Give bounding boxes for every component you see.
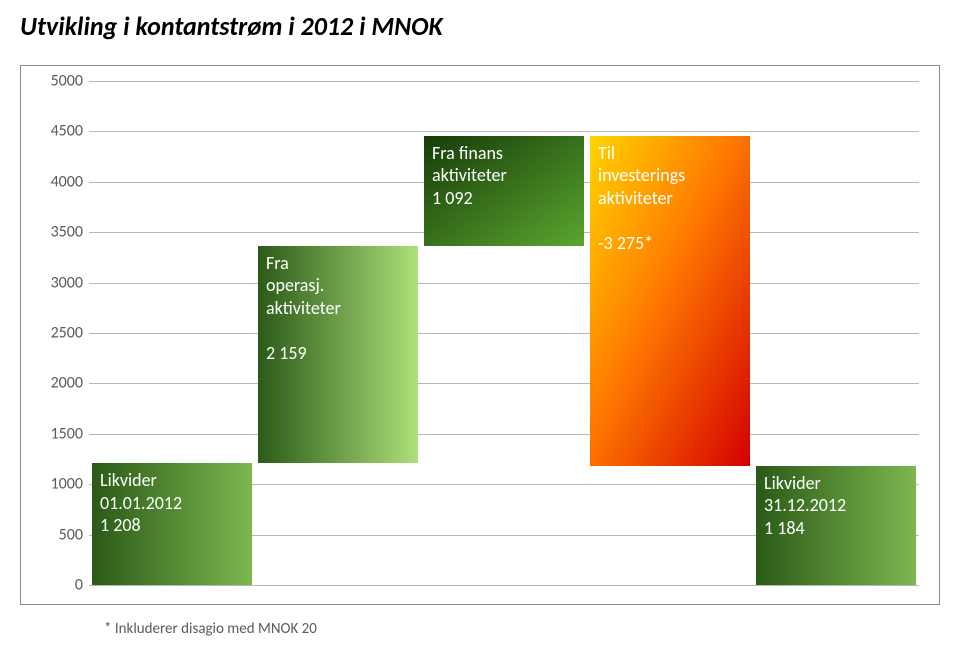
y-tick-label: 2000 (51, 374, 83, 393)
gridline (89, 283, 919, 284)
gridline (89, 131, 919, 132)
y-axis-labels: 0500100015002000250030003500400045005000 (21, 81, 83, 585)
y-tick-label: 3000 (51, 273, 83, 292)
bar-label-likvider-end: Likvider31.12.20121 184 (764, 472, 912, 540)
y-tick-label: 3500 (51, 223, 83, 242)
footnote: * Inkluderer disagio med MNOK 20 (104, 620, 317, 638)
page-title: Utvikling i kontantstrøm i 2012 i MNOK (20, 10, 443, 42)
bar-label-fra-operasj: Fraoperasj.aktiviteter 2 159 (266, 252, 414, 365)
gridline (89, 81, 919, 82)
y-tick-label: 4000 (51, 172, 83, 191)
y-tick-label: 1500 (51, 424, 83, 443)
chart-container: 0 500 1000 1500 2000 2500 3000 3500 4000 4500 5000… (20, 65, 940, 605)
y-tick-label: 5000 (51, 72, 83, 91)
gridline (89, 333, 919, 334)
gridline (89, 585, 919, 586)
gridline (89, 434, 919, 435)
y-tick-label: 2500 (51, 324, 83, 343)
plot-area: Likvider01.01.20121 208 Fraoperasj.aktivi… (89, 81, 919, 585)
y-tick-label: 1000 (51, 475, 83, 494)
bar-label-likvider-start: Likvider01.01.20121 208 (100, 469, 248, 537)
y-tick-label: 500 (59, 525, 83, 544)
gridline (89, 383, 919, 384)
bar-label-fra-finans: Fra finansaktiviteter1 092 (432, 142, 580, 210)
y-tick-label: 4500 (51, 122, 83, 141)
bar-label-til-investering: Tilinvesteringsaktiviteter -3 275* (598, 142, 746, 255)
y-tick-label: 0 (75, 576, 83, 595)
